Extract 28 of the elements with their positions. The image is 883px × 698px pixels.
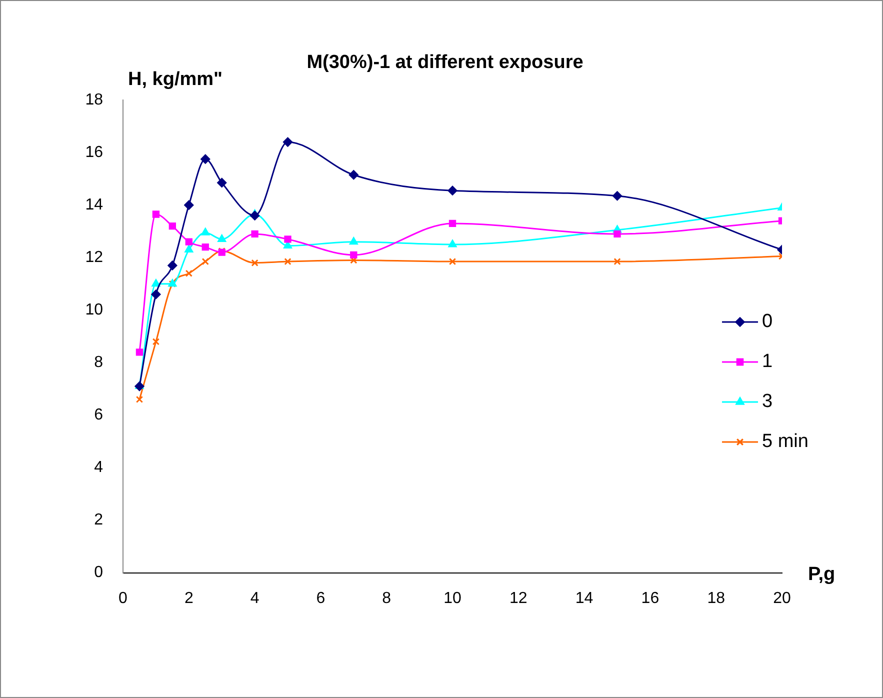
x-tick-label: 6	[316, 590, 326, 607]
x-tick-label: 0	[118, 590, 128, 607]
chart-title: M(30%)-1 at different exposure	[306, 52, 584, 74]
y-tick-label: 2	[94, 512, 104, 529]
y-tick-label: 18	[85, 91, 104, 108]
legend-label: 5 min	[762, 431, 808, 452]
x-axis-title: P,g	[808, 564, 836, 586]
y-tick-label: 6	[94, 406, 104, 424]
x-tick-label: 4	[250, 590, 260, 607]
y-tick-label: 14	[85, 196, 104, 214]
x-tick-label: 18	[707, 590, 726, 607]
x-tick-label: 10	[444, 590, 462, 607]
legend-label: 0	[762, 311, 773, 332]
legend-label: 3	[762, 391, 773, 412]
x-tick-label: 12	[510, 590, 528, 607]
x-tick-label: 16	[641, 590, 660, 607]
y-tick-label: 10	[85, 302, 104, 319]
legend-label: 1	[762, 351, 773, 372]
y-tick-label: 16	[85, 144, 104, 161]
y-axis-title: H, kg/mm"	[128, 69, 223, 90]
x-tick-label: 20	[773, 590, 791, 607]
y-tick-label: 0	[94, 564, 104, 582]
y-tick-label: 8	[94, 354, 104, 372]
y-tick-label: 4	[94, 459, 104, 476]
x-tick-label: 14	[575, 590, 594, 607]
x-tick-label: 2	[184, 590, 194, 607]
x-tick-label: 8	[382, 590, 392, 607]
y-tick-label: 12	[85, 249, 104, 266]
